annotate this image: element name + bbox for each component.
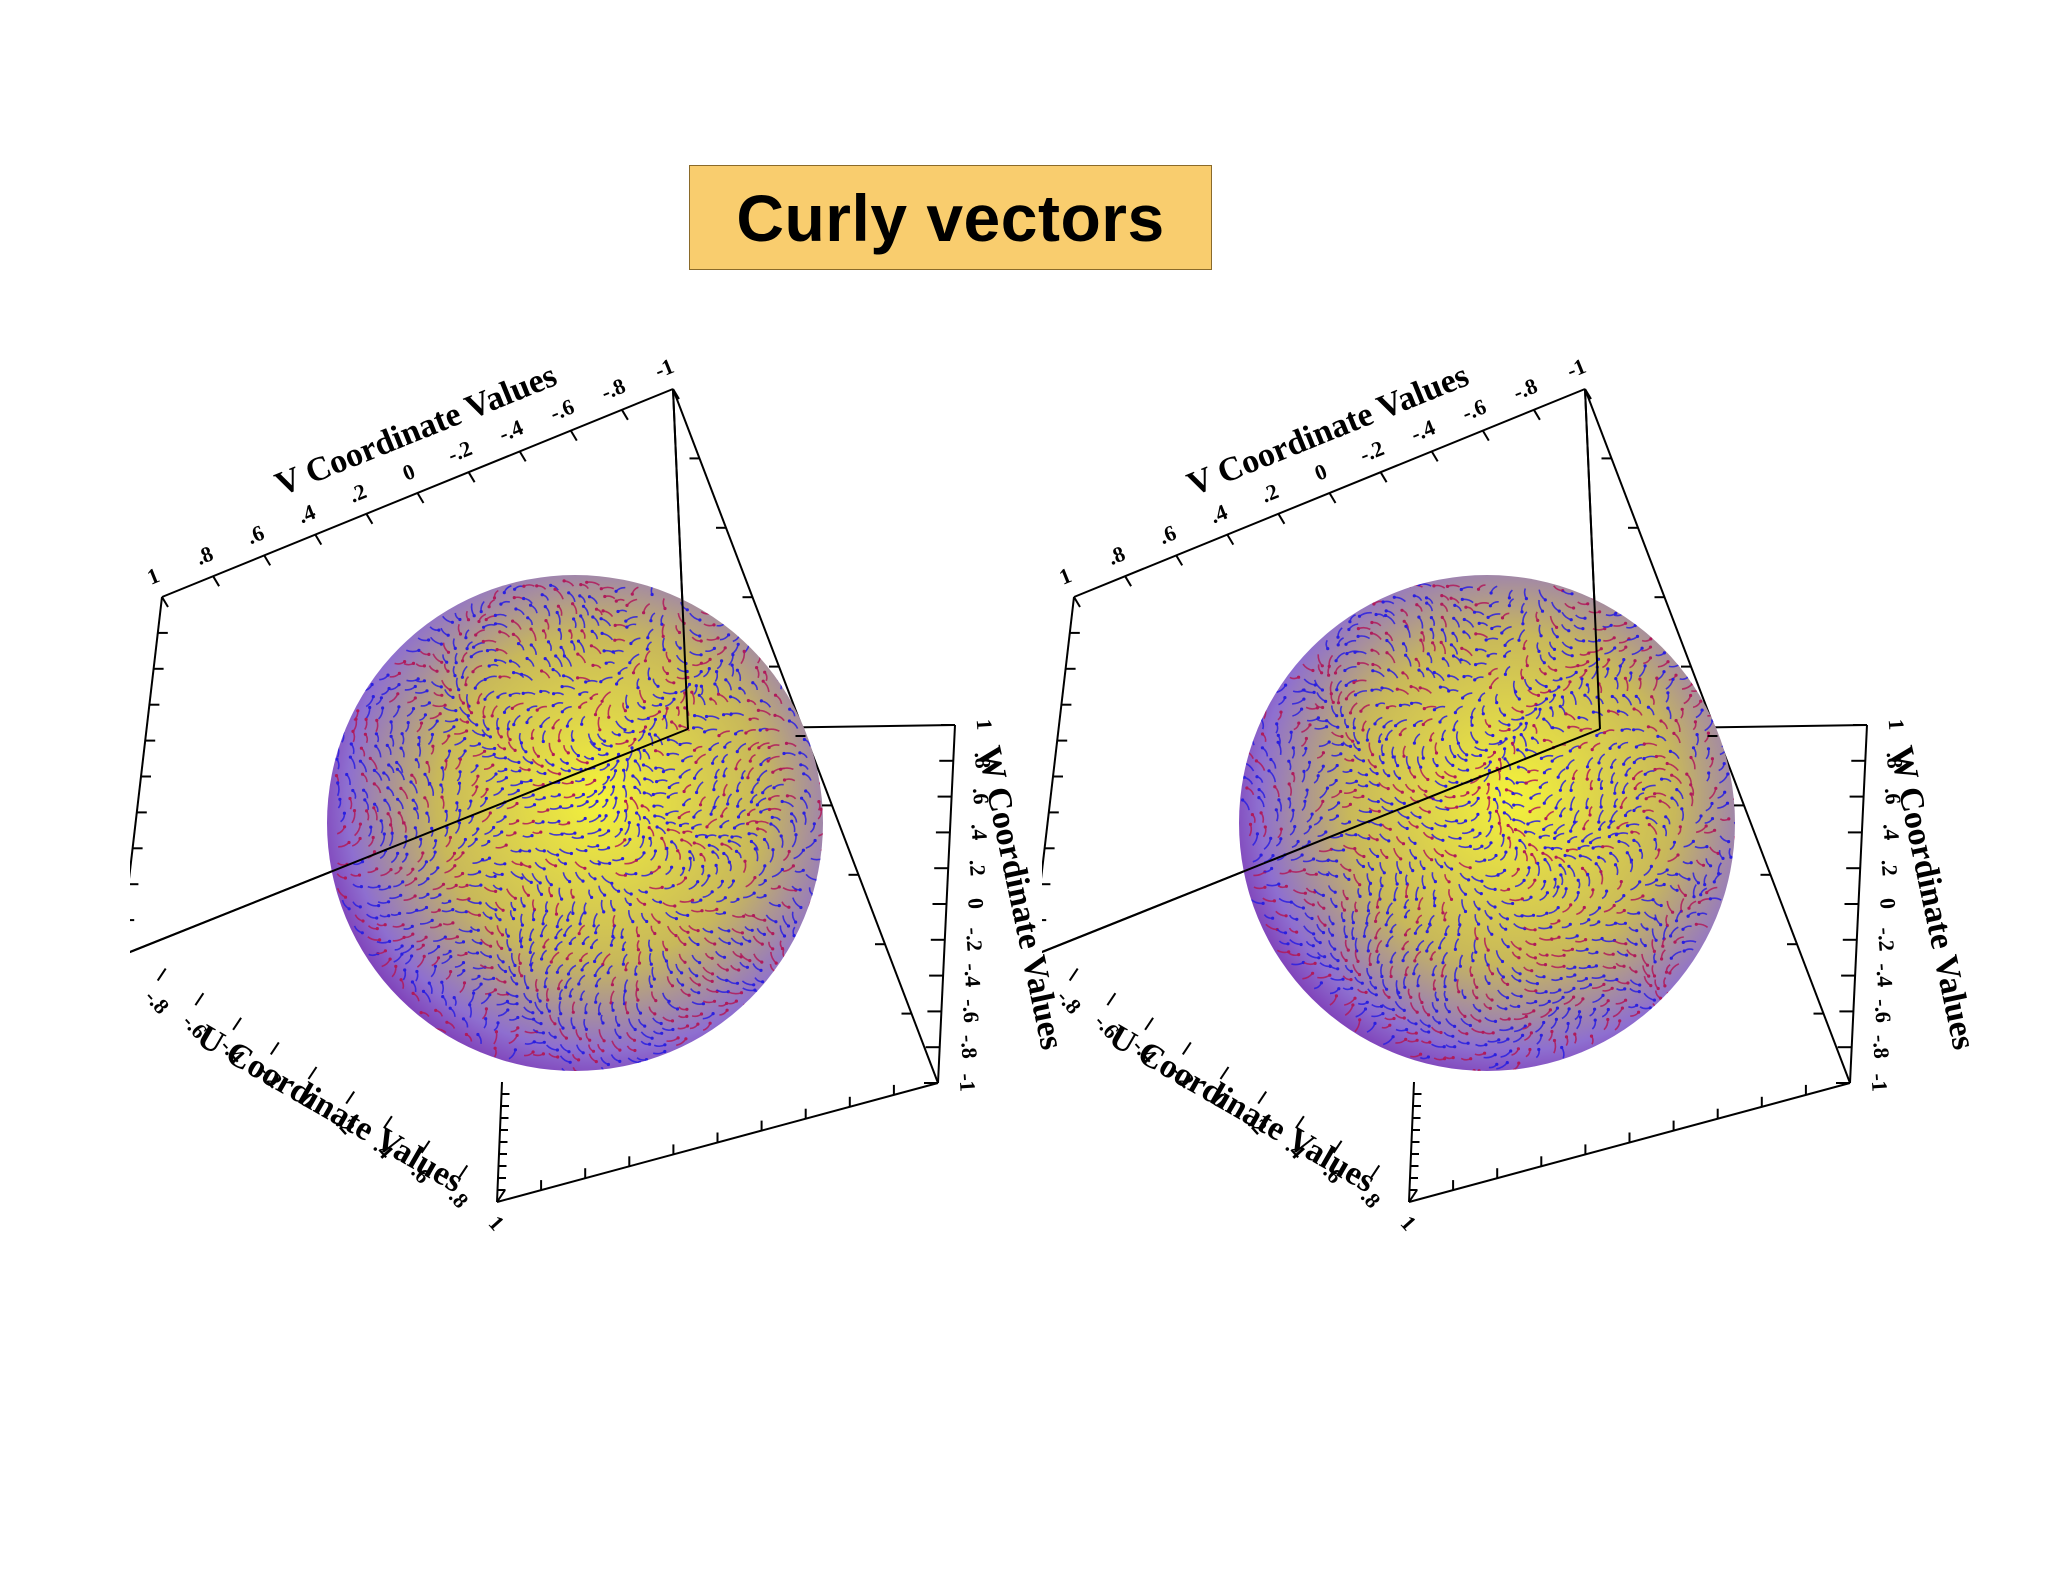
v-axis-tick-label: -1 xyxy=(1563,353,1589,383)
u-axis-tick-label: 1 xyxy=(484,1211,510,1236)
w-axis-tick-label: -.2 xyxy=(961,927,988,953)
v-axis-tick-label: .8 xyxy=(1104,541,1129,570)
v-axis-tick-label: -1 xyxy=(651,353,677,383)
v-axis-tick-label: -.4 xyxy=(495,414,526,446)
v-axis-tick-label: -.6 xyxy=(546,394,577,426)
vector-field xyxy=(1241,583,1735,1071)
sphere xyxy=(1239,575,1735,1071)
v-axis-tick-label: -.6 xyxy=(1458,394,1489,426)
v-axis-tick-label: 1 xyxy=(143,562,163,589)
w-axis-tick-label: 0 xyxy=(1875,897,1901,910)
w-axis-tick-label: -.4 xyxy=(959,962,986,988)
w-axis-tick-label: -.2 xyxy=(1873,927,1900,953)
w-axis-tick-label: -.6 xyxy=(958,998,985,1024)
vector-field xyxy=(334,579,823,1071)
v-axis-tick-label: .4 xyxy=(294,499,319,528)
page-title: Curly vectors xyxy=(736,180,1165,255)
w-axis-tick-label: .8 xyxy=(970,751,996,769)
v-axis-tick-label: 0 xyxy=(1311,458,1331,485)
plot-right: 1.8.6.4.2 0 -.2 -.4 -.6 -.8 -1 1.8.6.4.2 0 -.2 -.4… xyxy=(1016,340,1992,1290)
v-axis-tick-label: .6 xyxy=(1155,520,1180,549)
v-axis-tick-label: 0 xyxy=(399,458,419,485)
w-axis-tick-label: .2 xyxy=(1877,859,1903,877)
w-axis-tick-label: .6 xyxy=(1880,787,1906,805)
v-axis-tick-label: .4 xyxy=(1206,499,1231,528)
plot-left: 1.8.6.4.2 0 -.2 -.4 -.6 -.8 -1 1.8.6.4.2 0 -.2 -.4… xyxy=(104,340,1080,1290)
w-axis-tick-label: .6 xyxy=(968,787,994,805)
w-axis-tick-label: 1 xyxy=(1884,718,1910,731)
u-axis-tick-label: -.8 xyxy=(1052,984,1087,1018)
w-axis-tick-label: .8 xyxy=(1882,751,1908,769)
v-axis-tick-label: -.8 xyxy=(1509,373,1540,405)
v-axis-tick-label: -.8 xyxy=(597,373,628,405)
u-axis-tick-label: -.8 xyxy=(140,984,175,1018)
w-axis-ticks: 1 .8 .6 .4 .2 0 -.2 -.4 -.6 -.8 -1 xyxy=(924,718,997,1092)
u-axis-tick-label: 1 xyxy=(1396,1211,1422,1236)
plot-svg: 1.8.6.4.20-.2-.4-.6-.8-11.8.6.4.20-.2-.4… xyxy=(104,353,1070,1236)
v-axis-tick-label: 1 xyxy=(1055,562,1075,589)
w-axis-tick-label: 1 xyxy=(972,718,998,731)
v-axis-tick-label: .2 xyxy=(1257,478,1282,507)
u-axis-tick-label: -1 xyxy=(1042,962,1047,992)
u-axis-label: U Coordinate Values xyxy=(191,1018,470,1200)
sphere xyxy=(327,575,823,1071)
w-axis-tick-label: -.8 xyxy=(956,1034,983,1060)
v-axis-ticks: 1 .8 .6 .4 .2 0 -.2 -.4 -.6 -.8 -1 xyxy=(1055,353,1592,608)
w-axis-tick-label: .4 xyxy=(966,823,992,841)
w-axis-tick-label: .2 xyxy=(965,859,991,877)
u-axis-tick-label: -1 xyxy=(130,962,135,992)
w-axis-tick-label: -.8 xyxy=(1868,1034,1895,1060)
v-axis-ticks: 1 .8 .6 .4 .2 0 -.2 -.4 -.6 -.8 -1 xyxy=(143,353,680,608)
v-axis-tick-label: -.4 xyxy=(1407,414,1438,446)
v-axis-tick-label: -.2 xyxy=(444,435,475,467)
w-axis-tick-label: -1 xyxy=(954,1072,980,1092)
w-axis-ticks: 1 .8 .6 .4 .2 0 -.2 -.4 -.6 -.8 -1 xyxy=(1836,718,1909,1092)
u-axis-label: U Coordinate Values xyxy=(1103,1018,1382,1200)
v-axis-tick-label: .6 xyxy=(243,520,268,549)
v-axis-tick-label: .8 xyxy=(192,541,217,570)
w-axis-tick-label: 0 xyxy=(963,897,989,910)
w-axis-tick-label: -.6 xyxy=(1870,998,1897,1024)
w-axis-tick-label: .4 xyxy=(1878,823,1904,841)
v-axis-tick-label: -.2 xyxy=(1356,435,1387,467)
w-axis-tick-label: -.4 xyxy=(1871,962,1898,988)
title-box: Curly vectors xyxy=(689,165,1212,270)
w-axis-tick-label: -1 xyxy=(1866,1072,1892,1092)
v-axis-tick-label: .2 xyxy=(345,478,370,507)
plot-svg: 1.8.6.4.20-.2-.4-.6-.8-11.8.6.4.20-.2-.4… xyxy=(1016,353,1982,1236)
